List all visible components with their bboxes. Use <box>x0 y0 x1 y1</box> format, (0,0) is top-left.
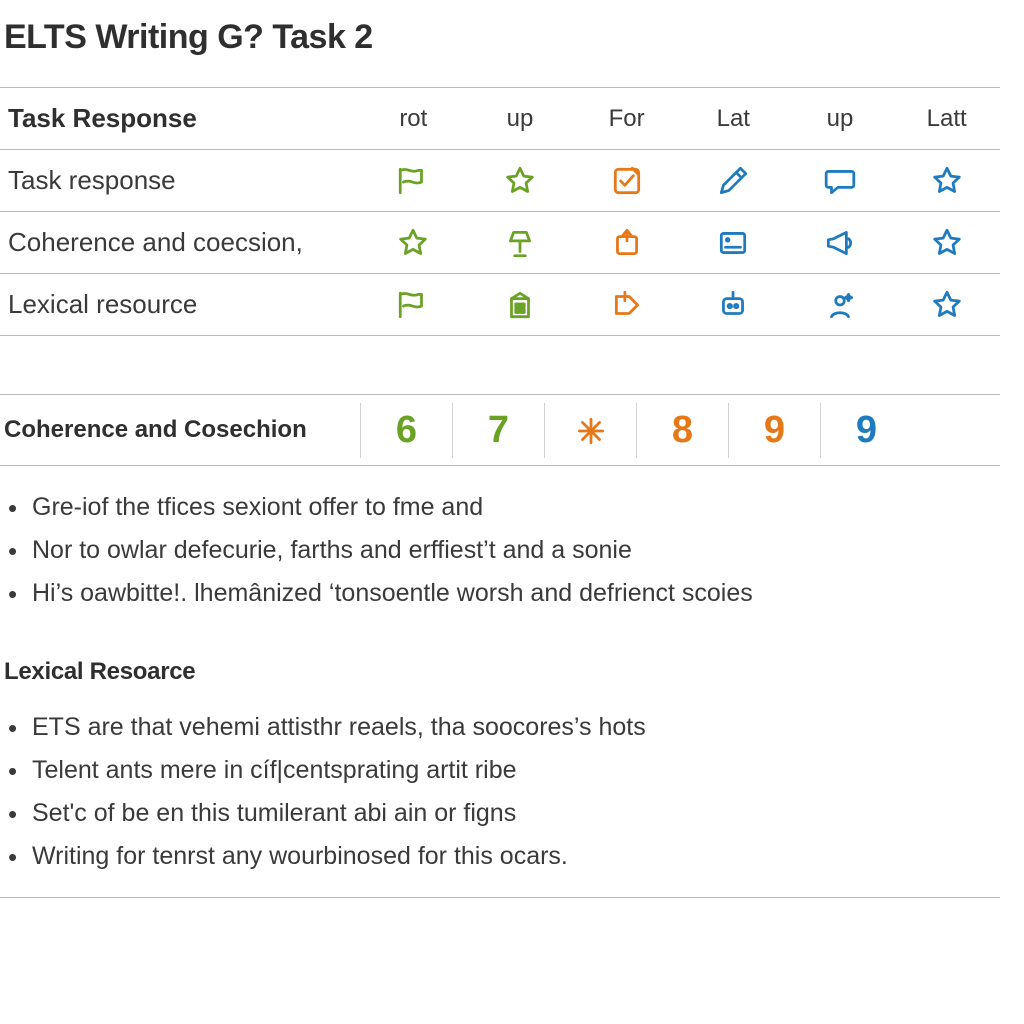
col-header: up <box>787 88 894 150</box>
icon-cell <box>467 212 574 274</box>
lexical-bullets: ETS are that vehemi attisthr reaels, tha… <box>4 708 1000 875</box>
list-item: Telent ants mere in cíf|centsprating art… <box>4 751 1000 790</box>
icon-cell <box>573 212 680 274</box>
section-label: Coherence and Cosechion <box>0 416 360 444</box>
icon-cell <box>467 274 574 336</box>
star-icon <box>503 164 537 198</box>
coherence-score-row: Coherence and Cosechion 67899 <box>0 394 1000 466</box>
icon-cell <box>680 212 787 274</box>
robot-icon <box>716 288 750 322</box>
speech-icon <box>823 164 857 198</box>
building-icon <box>503 288 537 322</box>
table-row: Coherence and coecsion, <box>0 212 1000 274</box>
divider <box>0 897 1000 898</box>
table-header-label: Task Response <box>0 88 360 150</box>
table-header-row: Task Response rot up For Lat up Latt <box>0 88 1000 150</box>
col-header: up <box>467 88 574 150</box>
star-icon <box>396 226 430 260</box>
icon-cell <box>787 274 894 336</box>
row-label: Coherence and coecsion, <box>0 212 360 274</box>
icon-cell <box>680 150 787 212</box>
score-cell: 9 <box>820 403 912 458</box>
check-note-icon <box>610 164 644 198</box>
flag-icon <box>396 164 430 198</box>
score-cell: 9 <box>728 403 820 458</box>
score-cell: 6 <box>360 403 452 458</box>
page-title: ELTS Writing G? Task 2 <box>4 18 1000 57</box>
icon-cell <box>573 274 680 336</box>
star-icon <box>930 226 964 260</box>
panel-icon <box>716 226 750 260</box>
list-item: Set'c of be en this tumilerant abi ain o… <box>4 794 1000 833</box>
lamp-icon <box>503 226 537 260</box>
criteria-table: Task Response rot up For Lat up Latt Tas… <box>0 87 1000 336</box>
score-cell: 8 <box>636 403 728 458</box>
section-label: Lexical Resoarce <box>4 658 1000 686</box>
row-label: Task response <box>0 150 360 212</box>
icon-cell <box>360 212 467 274</box>
icon-cell <box>573 150 680 212</box>
icon-cell <box>787 150 894 212</box>
icon-cell <box>360 150 467 212</box>
flag-icon <box>396 288 430 322</box>
icon-cell <box>893 150 1000 212</box>
coherence-bullets: Gre-iof the tfices sexiont offer to fme … <box>4 488 1000 612</box>
row-label: Lexical resource <box>0 274 360 336</box>
list-item: Hi’s oawbitte!. lhemânized ‘tonsoentle w… <box>4 574 1000 613</box>
table-row: Lexical resource <box>0 274 1000 336</box>
list-item: Gre-iof the tfices sexiont offer to fme … <box>4 488 1000 527</box>
table-row: Task response <box>0 150 1000 212</box>
icon-cell <box>360 274 467 336</box>
icon-cell <box>467 150 574 212</box>
megaphone-icon <box>823 226 857 260</box>
icon-cell <box>893 212 1000 274</box>
box-arrow-icon <box>610 226 644 260</box>
icon-cell <box>787 212 894 274</box>
list-item: Nor to owlar defecurie, farths and erffi… <box>4 531 1000 570</box>
col-header: For <box>573 88 680 150</box>
list-item: Writing for tenrst any wourbinosed for t… <box>4 837 1000 876</box>
title-text: ELTS Writing G? Task 2 <box>4 18 373 56</box>
icon-cell <box>893 274 1000 336</box>
star-icon <box>930 288 964 322</box>
col-header: Lat <box>680 88 787 150</box>
score-cell: 7 <box>452 403 544 458</box>
score-icon-cell <box>544 403 636 458</box>
cross-star-icon <box>574 414 608 448</box>
tag-arrow-icon <box>610 288 644 322</box>
icon-cell <box>680 274 787 336</box>
col-header: Latt <box>893 88 1000 150</box>
list-item: ETS are that vehemi attisthr reaels, tha… <box>4 708 1000 747</box>
sparkle-person-icon <box>823 288 857 322</box>
star-icon <box>930 164 964 198</box>
col-header: rot <box>360 88 467 150</box>
pen-icon <box>716 164 750 198</box>
